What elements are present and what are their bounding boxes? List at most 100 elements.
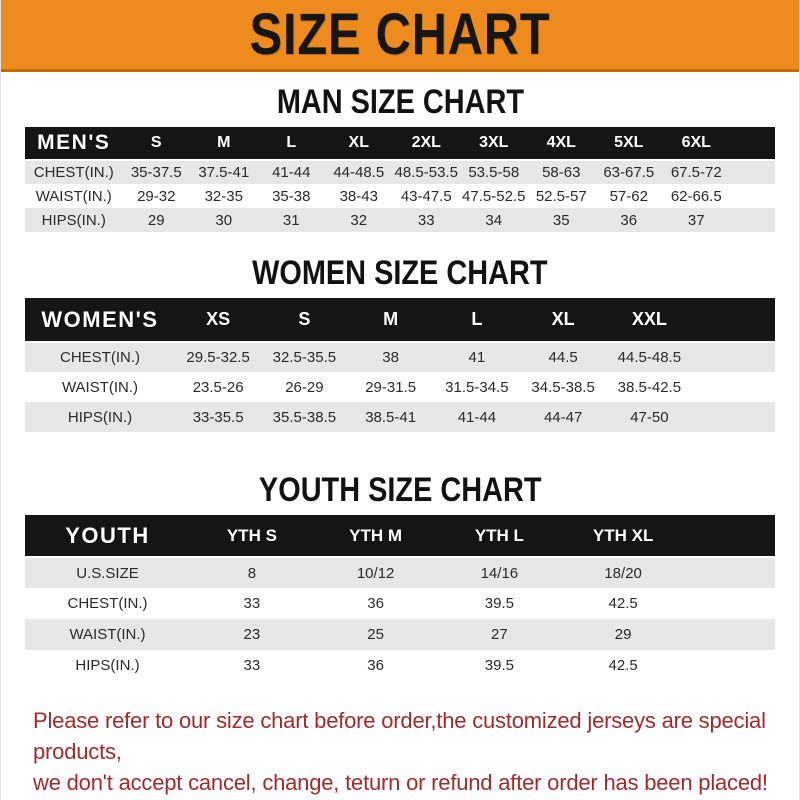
order-disclaimer: Please refer to our size chart before or… (33, 705, 799, 798)
mens-column-header: M (217, 134, 231, 151)
size-cell: 18/20 (561, 556, 685, 588)
size-cell: 29-32 (137, 187, 176, 205)
mens-size-table: MEN'S S M L XL 2XL 3XL 4XL 5XL 6XL CHEST… (25, 127, 775, 232)
size-cell: 33 (243, 595, 261, 612)
womens-column-header: XS (206, 309, 231, 329)
mens-column-header: 4XL (546, 134, 576, 151)
youth-section-heading-text: YOUTH SIZE CHART (258, 471, 542, 509)
size-cell: 36 (367, 657, 384, 674)
row-label: WAIST(IN.) (35, 187, 112, 205)
row-label: CHEST(IN.) (25, 341, 175, 372)
size-cell: 34 (485, 211, 503, 229)
size-cell: 36 (367, 595, 384, 612)
size-cell: 41-44 (457, 408, 497, 426)
size-cell: 32-35 (204, 187, 243, 205)
mens-column-header: L (286, 134, 297, 151)
size-cell: 34.5-38.5 (531, 378, 595, 396)
spacer-cell (685, 588, 775, 619)
size-cell: 31.5-34.5 (445, 378, 509, 396)
spacer-cell (685, 515, 775, 557)
youth-column-header: YTH L (474, 525, 524, 545)
size-cell: 42.5 (608, 595, 638, 612)
womens-column-header: XL (551, 309, 575, 329)
youth-size-table: YOUTH YTH S YTH M YTH L YTH XL U.S.SIZE … (25, 515, 775, 681)
table-row: HIPS(IN.) 29 30 31 32 33 34 35 36 37 (25, 208, 775, 232)
table-row: CHEST(IN.) 29.5-32.5 32.5-35.5 38 41 44.… (25, 341, 775, 372)
table-row: U.S.SIZE 8 10/12 14/16 18/20 (25, 556, 775, 588)
womens-header-row: WOMEN'S XS S M L XL XXL (25, 298, 775, 342)
size-cell: 14/16 (437, 556, 562, 588)
size-cell: 37.5-41 (190, 159, 258, 184)
youth-column-header: YTH M (349, 525, 403, 545)
mens-column-header: 2XL (411, 134, 441, 151)
size-cell: 33 (417, 211, 435, 229)
size-cell: 30 (215, 211, 233, 229)
table-row: WAIST(IN.) 29-32 32-35 35-38 38-43 43-47… (25, 184, 775, 208)
row-label: CHEST(IN.) (67, 595, 148, 612)
disclaimer-line-1: Please refer to our size chart before or… (33, 708, 766, 764)
spacer-cell (693, 372, 776, 402)
size-cell: 38.5-41 (365, 408, 417, 426)
size-cell: 35-37.5 (122, 159, 190, 184)
spacer-cell (730, 184, 775, 208)
size-cell: 35-38 (272, 187, 311, 205)
size-cell: 44-47 (543, 408, 583, 426)
size-cell: 47.5-52.5 (462, 187, 526, 205)
size-cell: 29 (147, 211, 165, 229)
spacer-cell (693, 298, 776, 342)
size-cell: 29-31.5 (365, 378, 417, 396)
size-chart-banner: SIZE CHART (1, 0, 799, 72)
womens-table-title: WOMEN'S (41, 306, 159, 332)
size-cell: 26-29 (285, 378, 324, 396)
size-cell: 41 (433, 341, 520, 372)
table-row: HIPS(IN.) 33-35.5 35.5-38.5 38.5-41 41-4… (25, 402, 775, 432)
table-row: HIPS(IN.) 33 36 39.5 42.5 (25, 650, 775, 681)
youth-column-header: YTH XL (592, 525, 654, 545)
size-cell: 44-48.5 (325, 159, 393, 184)
size-cell: 29.5-32.5 (175, 341, 262, 372)
mens-header-row: MEN'S S M L XL 2XL 3XL 4XL 5XL 6XL (25, 127, 775, 160)
spacer-cell (685, 650, 775, 681)
size-cell: 67.5-72 (662, 159, 730, 184)
mens-column-header: S (150, 134, 162, 151)
size-cell: 33-35.5 (192, 408, 244, 426)
womens-column-header: L (471, 309, 483, 329)
size-cell: 44.5 (520, 341, 607, 372)
mens-table-title: MEN'S (37, 131, 111, 154)
row-label: U.S.SIZE (25, 556, 190, 588)
spacer-cell (730, 208, 775, 232)
banner-title: SIZE CHART (249, 2, 551, 67)
man-section-heading-text: MAN SIZE CHART (276, 83, 524, 121)
row-label: CHEST(IN.) (25, 159, 123, 184)
spacer-cell (685, 619, 775, 650)
women-section-heading: WOMEN SIZE CHART (1, 255, 799, 298)
size-cell: 57-62 (609, 187, 648, 205)
size-cell: 52.5-57 (535, 187, 587, 205)
size-cell: 42.5 (608, 657, 638, 674)
womens-column-header: XXL (631, 309, 667, 329)
size-cell: 44.5-48.5 (606, 341, 693, 372)
size-cell: 37 (687, 211, 705, 229)
spacer-cell (693, 402, 776, 432)
women-section-heading-text: WOMEN SIZE CHART (252, 254, 548, 292)
size-cell: 27 (491, 626, 508, 643)
size-cell: 23.5-26 (192, 378, 244, 396)
size-cell: 38 (347, 341, 434, 372)
size-cell: 10/12 (313, 556, 438, 588)
size-cell: 25 (367, 626, 384, 643)
size-cell: 35.5-38.5 (272, 408, 337, 426)
womens-size-table: WOMEN'S XS S M L XL XXL CHEST(IN.) 29.5-… (25, 298, 775, 432)
row-label: WAIST(IN.) (61, 378, 139, 396)
size-cell: 58-63 (527, 159, 595, 184)
row-label: HIPS(IN.) (41, 211, 106, 229)
womens-column-header: M (383, 309, 399, 329)
mens-column-header: 3XL (479, 134, 509, 151)
size-cell: 29 (614, 626, 632, 643)
man-section-heading: MAN SIZE CHART (1, 84, 799, 127)
size-cell: 23 (243, 626, 261, 643)
spacer-cell (685, 556, 775, 588)
size-cell: 41-44 (257, 159, 325, 184)
table-row: CHEST(IN.) 33 36 39.5 42.5 (25, 588, 775, 619)
mens-column-header: 5XL (614, 134, 644, 151)
size-cell: 39.5 (484, 657, 514, 674)
